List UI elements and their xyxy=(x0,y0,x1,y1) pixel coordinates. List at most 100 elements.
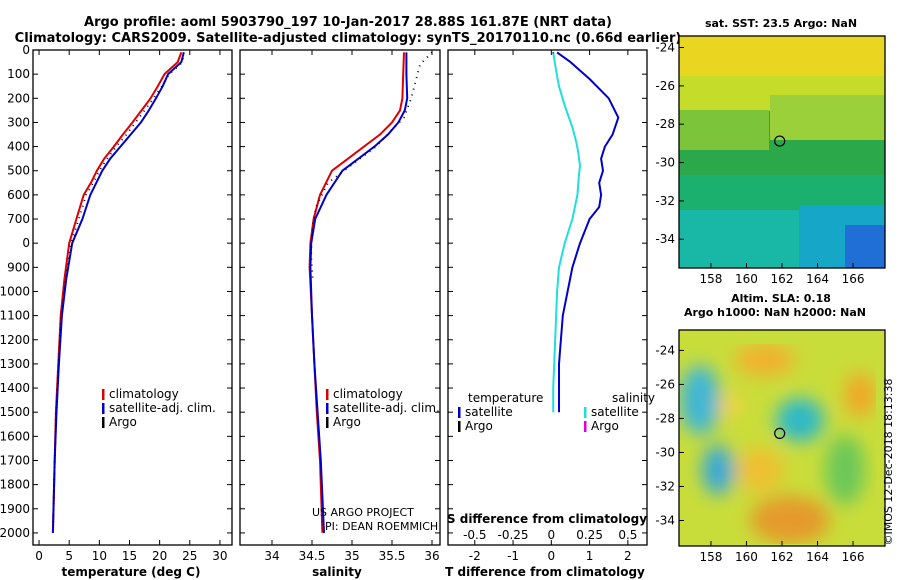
x-tick-label: 36 xyxy=(424,549,439,563)
x-tick-label: 20 xyxy=(152,549,167,563)
legend-swatch xyxy=(326,417,329,428)
depth-tick-label: 0 xyxy=(22,236,30,250)
x-tick-label: 0 xyxy=(548,549,556,563)
map-y-tick-label: -34 xyxy=(655,513,675,527)
x-tick-label: 15 xyxy=(122,549,137,563)
legend-label: Argo xyxy=(591,419,619,433)
legend-label: Argo xyxy=(333,415,361,429)
x-tick-label: 35.5 xyxy=(379,549,406,563)
depth-tick-label: 100 xyxy=(7,67,30,81)
x-tick-label: 34.5 xyxy=(299,549,326,563)
depth-tick-label: 1900 xyxy=(0,502,30,516)
map-x-tick-label: 158 xyxy=(700,272,723,286)
legend-label: climatology xyxy=(333,387,403,401)
legend-label: satellite xyxy=(591,405,639,419)
x-tick-label: 1 xyxy=(586,549,594,563)
series-line-temperature-satellite xyxy=(556,51,620,413)
map-x-tick-label: 160 xyxy=(735,550,758,564)
temperature-panel-frame xyxy=(32,49,233,546)
map-y-tick-label: -26 xyxy=(655,79,675,93)
legend-swatch xyxy=(102,403,105,414)
legend-label: satellite xyxy=(465,405,513,419)
legend-swatch xyxy=(458,407,461,418)
legend-label: satellite-adj. clim. xyxy=(109,401,216,415)
map-y-tick-label: -24 xyxy=(655,41,675,55)
series-line-satellite-adj-clim- xyxy=(309,52,409,533)
x2-tick-label: 0.5 xyxy=(618,528,637,542)
depth-tick-label: 2000 xyxy=(0,526,30,540)
x2-tick-label: 0.25 xyxy=(576,528,603,542)
series-line-argo xyxy=(52,52,185,533)
map-y-tick-label: -26 xyxy=(655,377,675,391)
legend-swatch xyxy=(458,421,461,432)
legend-swatch xyxy=(102,417,105,428)
header-line1: Argo profile: aoml 5903790_197 10-Jan-20… xyxy=(84,15,612,30)
x2-tick-label: -0.5 xyxy=(463,528,486,542)
credit-pi: PI: DEAN ROEMMICH xyxy=(325,520,438,533)
argo-position-marker xyxy=(774,427,786,440)
x-tick-label: 30 xyxy=(212,549,227,563)
depth-tick-label: 400 xyxy=(7,140,30,154)
sst-map-field xyxy=(679,36,885,268)
legend-header: salinity xyxy=(612,391,655,405)
depth-tick-label: 500 xyxy=(7,164,30,178)
sla-map-title2: Argo h1000: NaN h2000: NaN xyxy=(684,306,866,319)
legend-swatch xyxy=(584,421,587,432)
map-x-tick-label: 164 xyxy=(806,550,829,564)
map-x-tick-label: 164 xyxy=(806,272,829,286)
sla-map-title: Altim. SLA: 0.18 xyxy=(731,292,831,305)
temperature-xlabel: temperature (deg C) xyxy=(62,565,201,579)
depth-tick-label: 1800 xyxy=(0,478,30,492)
salinity-xlabel: salinity xyxy=(312,565,362,579)
legend-label: Argo xyxy=(109,415,137,429)
difference-xlabel2: S difference from climatology xyxy=(447,512,647,526)
map-markers xyxy=(774,135,786,440)
legend-swatch xyxy=(584,407,587,418)
map-y-tick-label: -28 xyxy=(655,117,675,131)
legend-label: climatology xyxy=(109,387,179,401)
difference-xlabel: T difference from climatology xyxy=(445,565,645,579)
argo-position-marker xyxy=(774,135,786,147)
credit-imos: ©IMOS 12-Dec-2018 18:13:38 xyxy=(882,379,895,546)
credit-project: US ARGO PROJECT xyxy=(312,506,414,519)
x-tick-label: 34 xyxy=(264,549,279,563)
map-x-tick-label: 162 xyxy=(771,550,794,564)
series-line-satellite-adj-clim- xyxy=(51,52,185,533)
x-tick-label: 25 xyxy=(182,549,197,563)
depth-tick-label: 0 xyxy=(22,43,30,57)
series-line-climatology xyxy=(51,52,183,533)
map-x-tick-label: 166 xyxy=(842,272,865,286)
depth-tick-label: 1400 xyxy=(0,381,30,395)
depth-tick-label: 1700 xyxy=(0,453,30,467)
depth-tick-label: 600 xyxy=(7,188,30,202)
map-x-tick-label: 160 xyxy=(735,272,758,286)
x-tick-label: 5 xyxy=(65,549,73,563)
salinity-panel-frame xyxy=(239,49,441,546)
map-y-tick-label: -30 xyxy=(655,156,675,170)
difference-panel-frame xyxy=(447,49,648,546)
depth-tick-label: 300 xyxy=(7,115,30,129)
x-tick-label: 10 xyxy=(92,549,107,563)
series-line-salinity-satellite xyxy=(552,52,581,413)
x2-tick-label: 0 xyxy=(548,528,556,542)
header-line2: Climatology: CARS2009. Satellite-adjuste… xyxy=(15,31,682,46)
x-tick-label: 0 xyxy=(35,549,43,563)
x-tick-label: 35 xyxy=(344,549,359,563)
sst-map-title: sat. SST: 23.5 Argo: NaN xyxy=(705,17,857,30)
legend-header: temperature xyxy=(468,391,543,405)
legend-label: satellite-adj. clim. xyxy=(333,401,440,415)
depth-tick-label: 1000 xyxy=(0,284,30,298)
data-series xyxy=(51,51,620,533)
legend-swatch xyxy=(102,389,105,400)
depth-tick-label: 200 xyxy=(7,91,30,105)
map-y-tick-label: -32 xyxy=(655,479,675,493)
map-y-tick-label: -30 xyxy=(655,445,675,459)
x-tick-label: -1 xyxy=(507,549,519,563)
map-y-tick-label: -32 xyxy=(655,194,675,208)
x-tick-label: -2 xyxy=(469,549,481,563)
legend-swatch xyxy=(326,389,329,400)
map-x-tick-label: 158 xyxy=(700,550,723,564)
map-x-tick-label: 162 xyxy=(771,272,794,286)
